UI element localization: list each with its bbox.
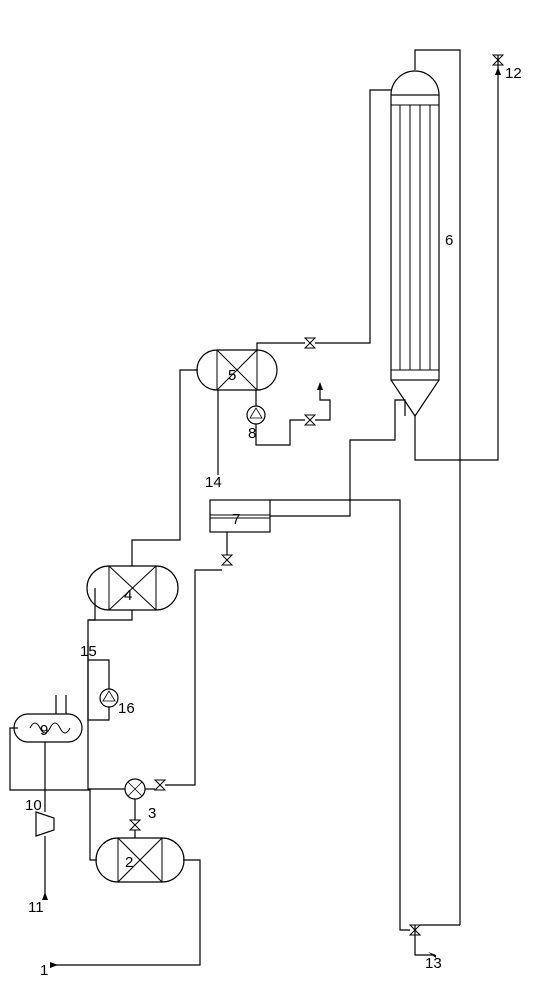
label-8: 8 xyxy=(248,425,256,442)
label-7: 7 xyxy=(232,511,240,528)
label-3: 3 xyxy=(148,805,156,822)
arrows xyxy=(42,67,501,968)
pump-8 xyxy=(247,406,265,424)
label-11: 11 xyxy=(28,899,44,916)
valve-c xyxy=(222,555,232,565)
pump-16 xyxy=(100,689,118,707)
vessel-4 xyxy=(87,566,178,610)
label-2: 2 xyxy=(125,854,133,871)
label-5: 5 xyxy=(228,367,236,384)
vessel-5 xyxy=(197,350,277,390)
valve-b xyxy=(155,780,165,790)
label-16: 16 xyxy=(118,700,135,717)
compressor-10 xyxy=(36,812,54,836)
label-12: 12 xyxy=(505,65,522,82)
labels: 1 2 3 4 5 6 7 8 9 10 11 12 13 14 15 16 xyxy=(25,65,522,979)
label-13: 13 xyxy=(425,955,442,972)
valve-d xyxy=(305,415,315,425)
label-9: 9 xyxy=(40,722,48,739)
valve-a xyxy=(130,820,140,830)
label-4: 4 xyxy=(124,587,132,604)
process-diagram: 1 2 3 4 5 6 7 8 9 10 11 12 13 14 15 16 xyxy=(0,0,540,1000)
column-6 xyxy=(391,71,439,416)
vessel-2 xyxy=(96,838,184,882)
valve-f xyxy=(305,338,315,348)
label-6: 6 xyxy=(445,232,453,249)
label-1: 1 xyxy=(40,962,48,979)
label-14: 14 xyxy=(205,474,222,491)
label-10: 10 xyxy=(25,797,42,814)
label-15: 15 xyxy=(80,643,97,660)
mixer-3 xyxy=(125,779,145,799)
piping xyxy=(10,50,498,965)
